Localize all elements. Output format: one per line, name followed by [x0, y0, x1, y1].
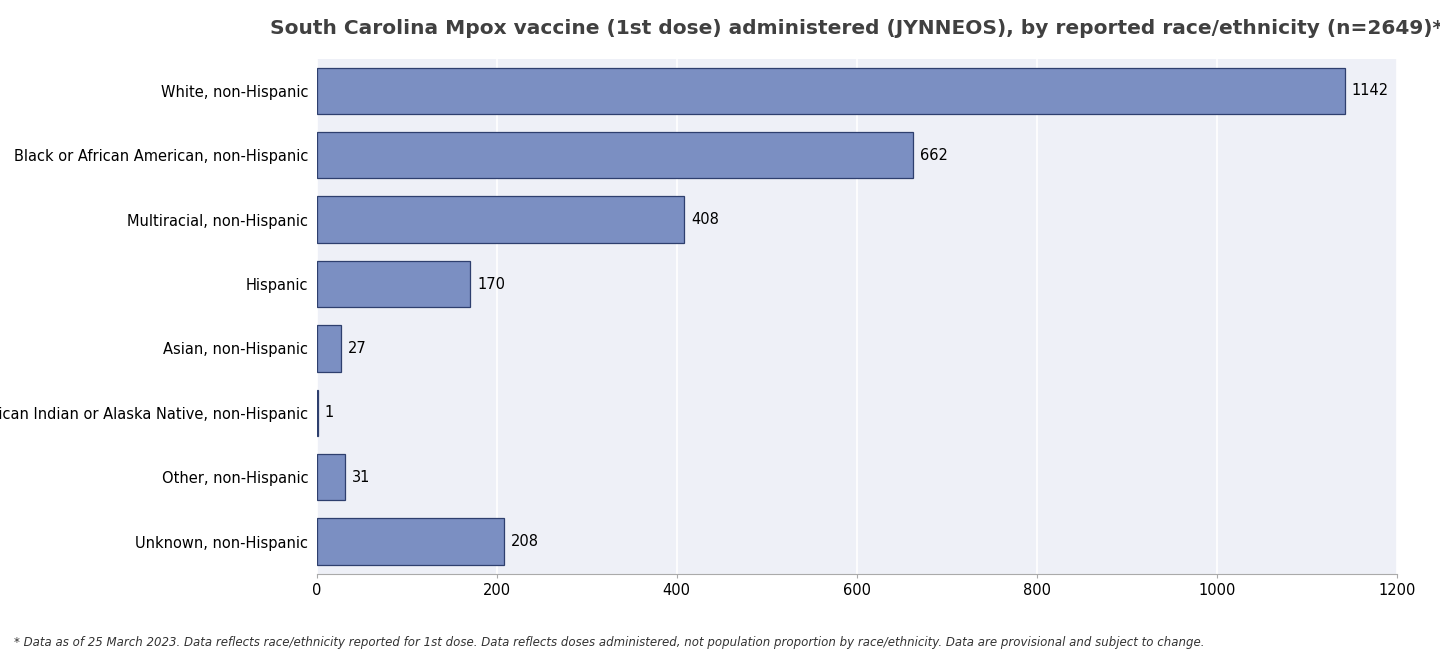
Text: 1: 1	[325, 406, 334, 421]
Bar	[317, 518, 504, 565]
Text: 662: 662	[920, 148, 948, 163]
Text: * Data as of 25 March 2023. Data reflects race/ethnicity reported for 1st dose. : * Data as of 25 March 2023. Data reflect…	[14, 636, 1205, 649]
Text: 208: 208	[511, 534, 539, 549]
Bar	[317, 68, 1345, 114]
Bar	[317, 196, 684, 243]
Text: 27: 27	[348, 341, 367, 356]
Text: 1142: 1142	[1352, 83, 1390, 98]
Title: South Carolina Mpox vaccine (1st dose) administered (JYNNEOS), by reported race/: South Carolina Mpox vaccine (1st dose) a…	[271, 19, 1440, 38]
Text: 31: 31	[351, 469, 370, 484]
Text: 170: 170	[477, 276, 505, 291]
Bar	[317, 261, 469, 307]
Bar	[317, 132, 913, 179]
Text: 408: 408	[691, 212, 719, 227]
Bar	[317, 454, 344, 500]
Bar	[317, 325, 341, 372]
